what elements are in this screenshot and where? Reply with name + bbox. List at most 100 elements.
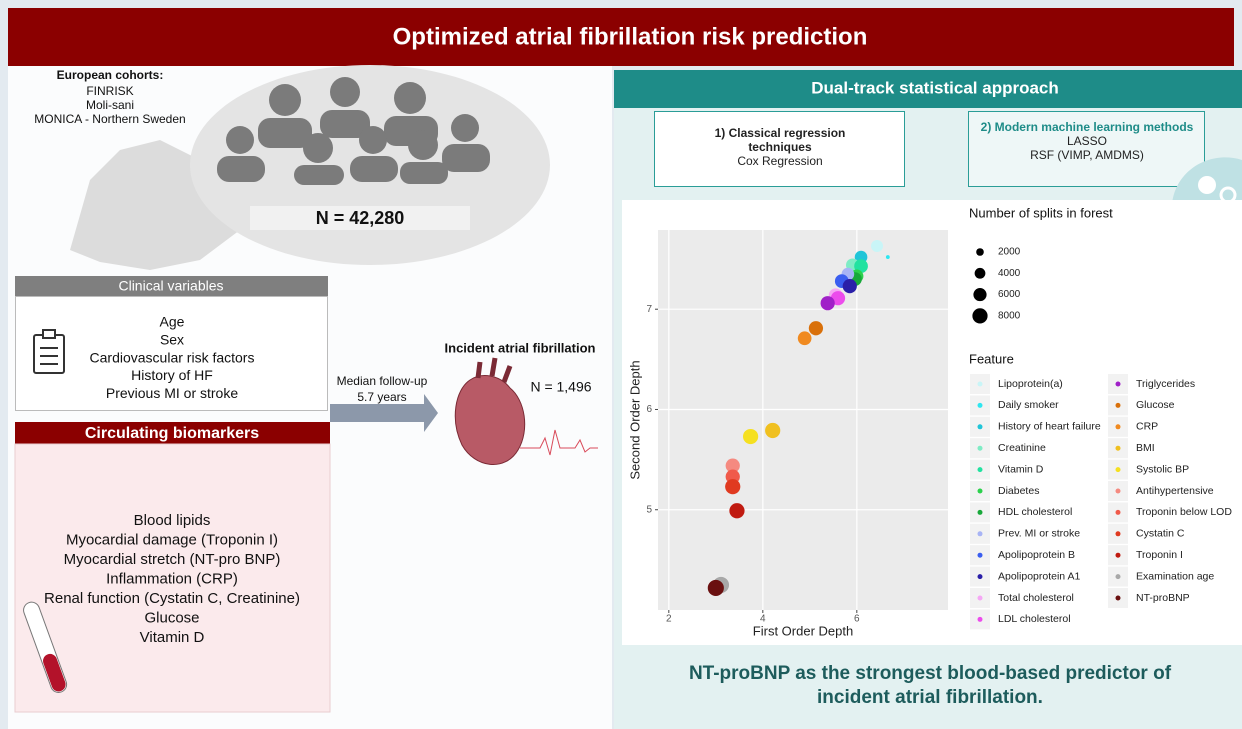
data-point	[820, 296, 835, 311]
biomarker: Renal function (Cystatin C, Creatinine)	[44, 590, 300, 607]
legend-key	[977, 488, 983, 494]
legend-label: Creatinine	[998, 442, 1046, 454]
plot-panel	[658, 230, 948, 610]
legend-key	[977, 595, 983, 601]
outcome-n: N = 1,496	[530, 379, 591, 395]
legend-label: CRP	[1136, 421, 1158, 433]
cohort-name: MONICA - Northern Sweden	[34, 112, 185, 126]
data-point	[729, 503, 745, 519]
data-point	[742, 428, 759, 445]
clinical-variable: Previous MI or stroke	[106, 385, 238, 401]
legend-label: Systolic BP	[1136, 463, 1189, 475]
legend-key	[977, 531, 983, 537]
biomarker: Blood lipids	[134, 512, 211, 529]
size-legend-label: 6000	[998, 289, 1021, 300]
x-axis-title: First Order Depth	[753, 623, 853, 638]
size-legend-key	[973, 288, 987, 302]
legend-key	[977, 552, 983, 558]
legend-label: Antihypertensive	[1136, 485, 1214, 497]
approach-header	[614, 70, 1242, 108]
legend-label: History of heart failure	[998, 421, 1101, 433]
legend-label: Troponin below LOD	[1136, 506, 1232, 518]
data-point	[871, 240, 884, 253]
biomarker: Vitamin D	[140, 629, 205, 646]
cohort-n: N = 42,280	[316, 208, 405, 228]
ecg-line	[520, 429, 598, 456]
x-tick-label: 6	[854, 614, 860, 625]
clinical-title: Clinical variables	[118, 278, 223, 294]
track-method: LASSO	[1066, 134, 1108, 148]
legend-label: Apolipoprotein B	[998, 549, 1075, 561]
legend-label: Triglycerides	[1136, 378, 1195, 390]
track-box	[968, 111, 1205, 187]
legend-key	[977, 445, 983, 451]
data-point	[885, 255, 890, 259]
x-tick-label: 4	[760, 614, 766, 625]
n-box	[250, 206, 470, 230]
legend-key	[977, 616, 983, 622]
approach-title: Dual-track statistical approach	[811, 78, 1059, 97]
legend-key	[1115, 488, 1121, 494]
header-band	[8, 8, 1234, 66]
legend-key	[977, 509, 983, 515]
legend-label: Prev. MI or stroke	[998, 528, 1080, 540]
track-box	[654, 111, 905, 187]
data-point	[854, 259, 868, 273]
track-method: Cox Regression	[737, 154, 823, 168]
people-icons	[217, 77, 490, 185]
legend-key	[1115, 424, 1121, 430]
track-title: 2) Modern machine learning methods	[980, 120, 1194, 134]
legend-key	[1115, 402, 1121, 408]
track-2: 2) Modern machine learning methods LASSO…	[969, 120, 1205, 162]
size-legend-key	[972, 308, 988, 324]
outcome-title: Incident atrial fibrillation	[445, 340, 596, 355]
legend-label: Apolipoprotein A1	[998, 570, 1080, 582]
legend-key	[1115, 445, 1121, 451]
legend-label: Lipoprotein(a)	[998, 378, 1063, 390]
legend-label: Daily smoker	[998, 399, 1059, 411]
clipboard-icon	[33, 329, 65, 374]
y-tick-label: 5	[646, 504, 652, 515]
clinical-variable: Age	[160, 314, 185, 330]
legend-key	[1115, 381, 1121, 387]
data-point	[707, 579, 724, 597]
data-point	[797, 331, 812, 346]
clinical-variable: Sex	[160, 332, 184, 348]
legend-label: Diabetes	[998, 485, 1039, 497]
biomarker: Myocardial stretch (NT-pro BNP)	[64, 551, 281, 568]
legend-label: Total cholesterol	[998, 592, 1074, 604]
legend-label: Cystatin C	[1136, 528, 1185, 540]
clinical-header	[15, 276, 328, 296]
biomarker-header	[15, 422, 330, 444]
clinical-variable: Cardiovascular risk factors	[90, 349, 255, 365]
legend-label: NT-proBNP	[1136, 592, 1190, 604]
cohort-title: European cohorts:	[57, 68, 164, 82]
legend-label: HDL cholesterol	[998, 506, 1072, 518]
test-tube-icon	[23, 601, 68, 693]
followup-label: Median follow-up	[337, 374, 428, 388]
data-point	[765, 422, 781, 439]
y-tick-label: 7	[646, 304, 652, 315]
clinical-variable: History of HF	[131, 367, 213, 383]
y-axis-title: Second Order Depth	[627, 360, 642, 479]
heart-vessels	[475, 357, 513, 383]
track-title: 1) Classical regression techniques	[714, 126, 846, 154]
legend-key	[977, 424, 983, 430]
legend-key	[977, 467, 983, 473]
legend-key	[1115, 509, 1121, 515]
legend-key	[977, 402, 983, 408]
biomarker: Glucose	[144, 609, 199, 626]
legend-label: Glucose	[1136, 399, 1175, 411]
biomarker: Inflammation (CRP)	[106, 570, 238, 587]
followup-value: 5.7 years	[357, 390, 406, 404]
conclusion: NT-proBNP as the strongest blood-based p…	[688, 663, 1172, 708]
cohort-name: FINRISK	[86, 84, 133, 98]
size-legend-label: 8000	[998, 311, 1021, 322]
data-point	[725, 458, 740, 473]
size-legend-title: Number of splits in forest	[969, 205, 1113, 220]
legend-key	[1115, 552, 1121, 558]
data-point	[808, 321, 824, 336]
legend-key	[1115, 467, 1121, 473]
